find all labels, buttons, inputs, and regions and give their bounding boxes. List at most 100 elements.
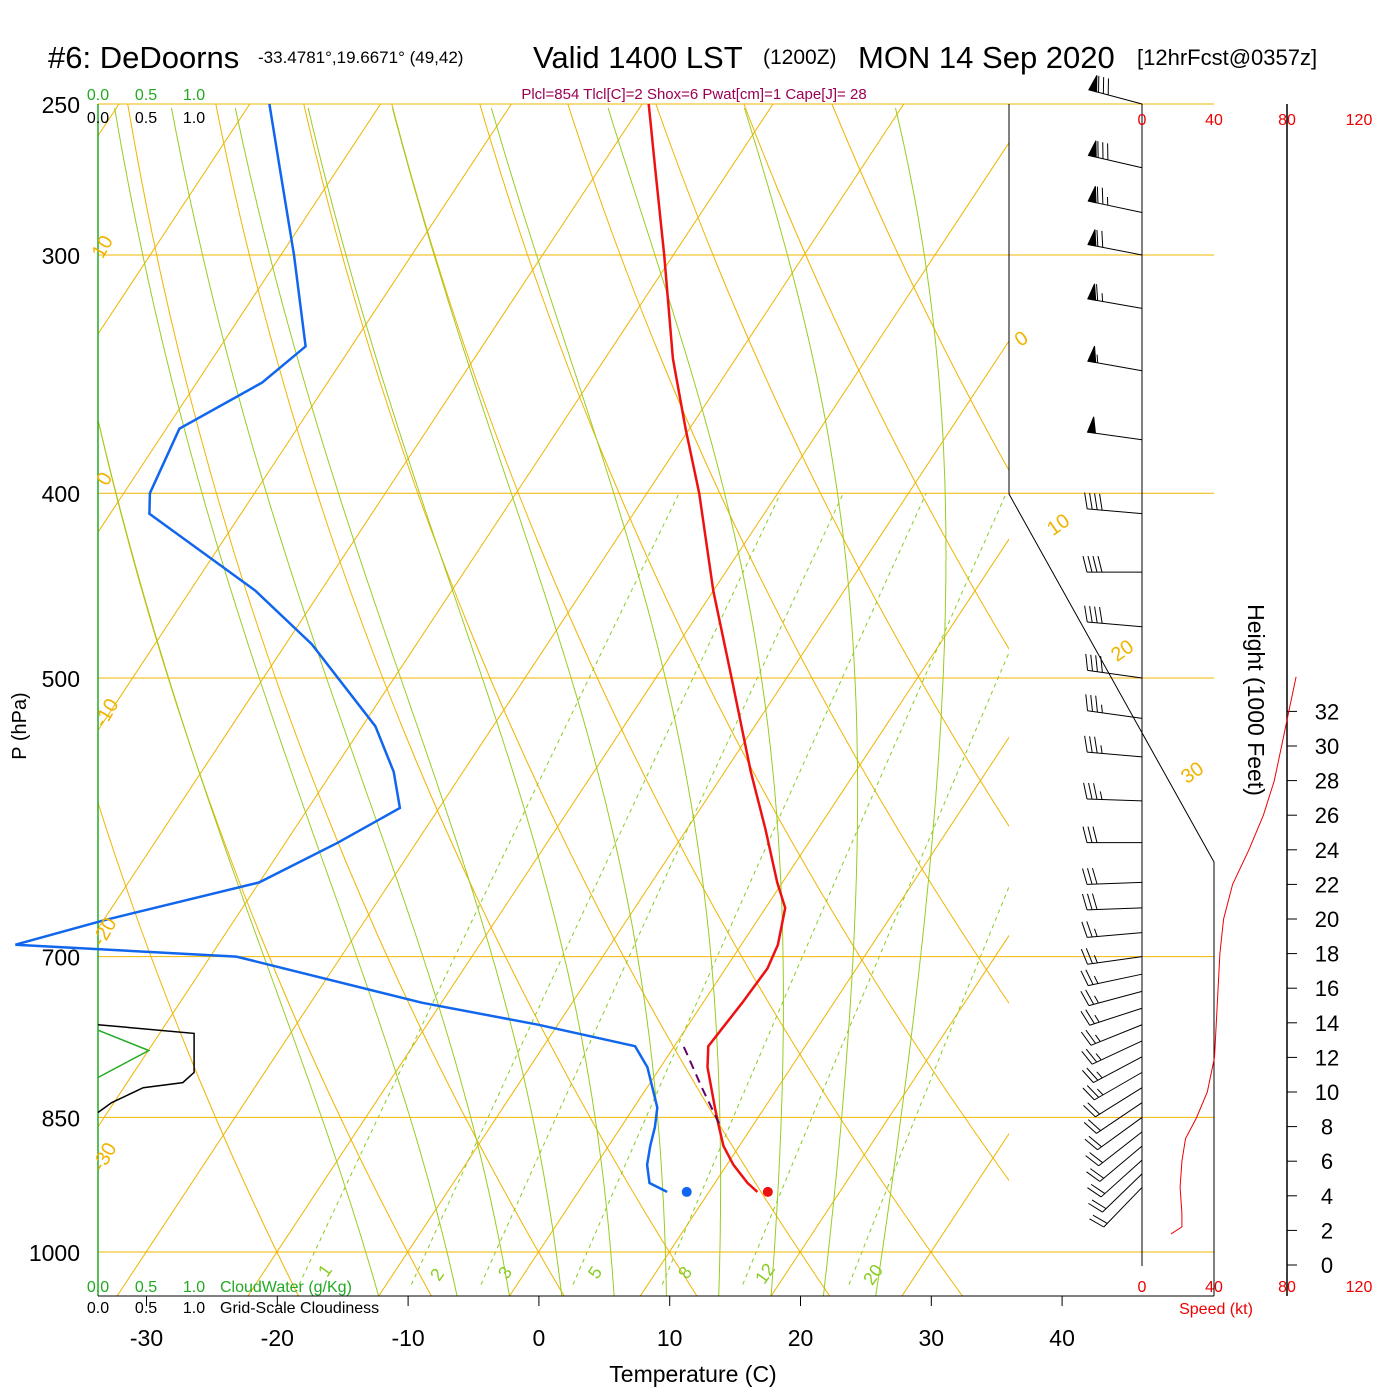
barb-flag — [1085, 1029, 1097, 1044]
barb-flag — [1080, 1031, 1092, 1046]
barb-staff — [1087, 431, 1143, 441]
wind-barb — [1088, 75, 1143, 105]
dry-adiabat-label: 10 — [88, 232, 118, 262]
dry-adiabat-label: -10 — [90, 695, 124, 731]
dry-adiabat-label: -30 — [88, 1139, 122, 1175]
barb-flag — [1090, 654, 1093, 672]
wind-barb — [1083, 1087, 1143, 1118]
pressure-tick-label: 300 — [42, 243, 80, 269]
station-title: #6: DeDoorns — [48, 40, 240, 75]
moist-adiabat-line — [98, 417, 380, 1296]
wind-barb — [1081, 921, 1143, 938]
utc-time: (1200Z) — [763, 46, 837, 69]
wind-barb — [1088, 1173, 1143, 1213]
dry-adiabat-line — [391, 104, 963, 1296]
barb-staff — [1087, 798, 1143, 802]
speed-scale-bottom: 120 — [1346, 1279, 1373, 1296]
barb-half-flag — [1101, 293, 1104, 302]
mixing-ratio-line — [848, 885, 1009, 1285]
mixing-ratio-label: 5 — [584, 1263, 606, 1283]
barb-staff — [1087, 298, 1143, 309]
barb-flag — [1081, 921, 1088, 938]
barb-staff — [1094, 1071, 1143, 1101]
barb-flag — [1092, 556, 1098, 573]
barb-pennant — [1087, 283, 1097, 301]
barb-pennant — [1087, 186, 1097, 204]
wind-barb — [1086, 1145, 1143, 1182]
height-tick-label: 10 — [1315, 1080, 1339, 1105]
barb-staff — [1090, 1024, 1143, 1046]
wind-barb — [1087, 229, 1143, 256]
height-tick-label: 22 — [1315, 872, 1339, 897]
dry-adiabat-line — [479, 104, 1009, 1182]
cloud-water-scale-bottom: 0.5 — [135, 1279, 157, 1296]
barb-staff — [1088, 89, 1143, 105]
cloud-water-scale-bottom: 1.0 — [183, 1279, 205, 1296]
dry-adiabat-line — [303, 104, 831, 1296]
background-lines — [98, 104, 1009, 1296]
speed-scale-top: 0 — [1138, 112, 1147, 129]
pressure-tick-label: 1000 — [29, 1240, 80, 1266]
barb-flag — [1082, 1070, 1094, 1083]
barb-half-flag — [1100, 745, 1103, 754]
barb-flag — [1094, 493, 1098, 510]
stability-indices: Plcl=854 Tlcl[C]=2 Shox=6 Pwat[cm]=1 Cap… — [521, 86, 866, 103]
barb-staff — [1087, 907, 1143, 911]
barb-flag — [1085, 989, 1095, 1005]
barb-staff — [1087, 669, 1143, 679]
barb-staff — [1098, 1131, 1143, 1167]
x-tick-label: -20 — [261, 1325, 294, 1351]
barb-flag — [1081, 868, 1088, 885]
wind-barb — [1087, 345, 1143, 372]
pressure-tick-label: 500 — [42, 666, 80, 692]
barb-flag — [1089, 606, 1093, 623]
mixing-ratio-line — [410, 492, 782, 1285]
cloud-water-scale-bottom: 0.0 — [87, 1279, 109, 1296]
barb-half-flag — [1096, 1088, 1104, 1096]
isotherm-line — [98, 104, 251, 335]
wind-barb — [1089, 1187, 1143, 1228]
plot-frame — [97, 103, 1297, 1297]
wind-barb — [1084, 605, 1143, 628]
dry-adiabat-line — [655, 104, 1009, 828]
isotherm-line — [378, 340, 1009, 1296]
barb-flag — [1089, 1218, 1105, 1228]
barb-flag — [1086, 1085, 1100, 1098]
wind-barb — [1081, 868, 1143, 885]
wind-barb — [1085, 694, 1143, 719]
barb-flag — [1084, 605, 1088, 623]
barb-half-flag — [1096, 1071, 1103, 1079]
dry-adiabat-line — [567, 104, 1009, 1005]
cloud-water-label: CloudWater (g/Kg) — [220, 1279, 352, 1296]
isotherm-line — [639, 736, 1009, 1296]
barb-flag — [1086, 893, 1093, 910]
height-tick-label: 30 — [1315, 734, 1339, 759]
cloudiness-scale-top: 0.5 — [135, 110, 157, 127]
moist-adiabat-line — [490, 107, 722, 1296]
barb-staff — [1087, 956, 1143, 965]
barb-flag — [1101, 230, 1104, 248]
isotherm-line — [98, 104, 774, 1128]
mixing-ratio-line — [572, 492, 927, 1285]
barb-flag — [1086, 868, 1093, 885]
height-tick-label: 8 — [1321, 1115, 1333, 1140]
barb-flag — [1087, 1119, 1101, 1132]
barb-staff — [1103, 1187, 1143, 1228]
barb-flag — [1089, 1152, 1103, 1164]
x-tick-label: 40 — [1049, 1325, 1075, 1351]
barb-flag — [1096, 284, 1099, 301]
speed-scale-bottom: 0 — [1138, 1279, 1147, 1296]
wind-barb — [1087, 1159, 1143, 1198]
barb-staff — [1087, 243, 1143, 256]
valid-time: Valid 1400 LST — [533, 40, 743, 75]
barb-half-flag — [1095, 1053, 1102, 1061]
mixing-ratio-line — [298, 492, 680, 1285]
barb-flag — [1090, 1168, 1104, 1179]
barb-staff — [1087, 710, 1143, 719]
wind-barb — [1085, 1131, 1143, 1167]
dry-adiabat-line — [215, 104, 698, 1296]
barb-flag — [1091, 1199, 1107, 1210]
wind-barb — [1082, 556, 1142, 573]
temperature-profile — [647, 103, 787, 1193]
